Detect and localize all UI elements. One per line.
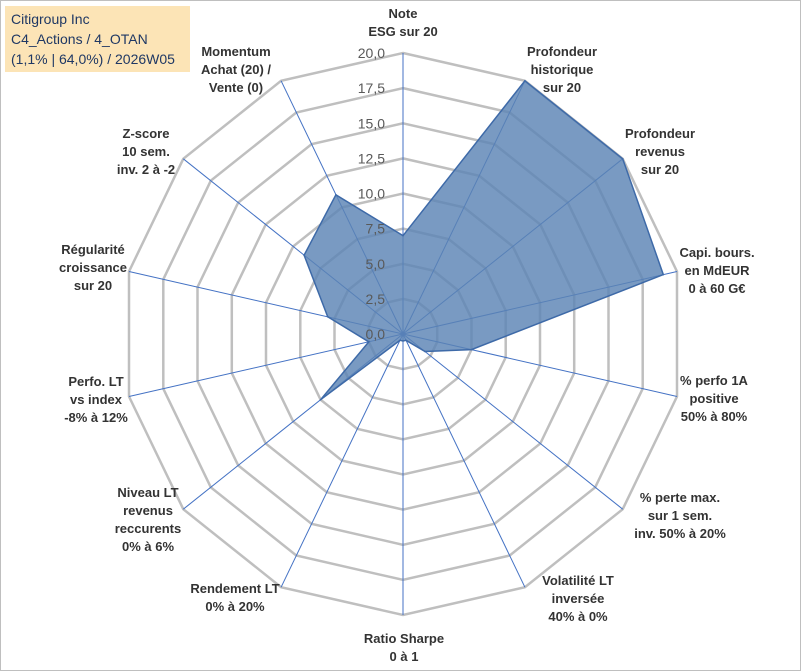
axis-label-7: Ratio Sharpe 0 à 1 [364, 631, 444, 664]
data-point-2 [621, 158, 624, 160]
tick-label-5: 12,5 [358, 150, 385, 166]
data-point-10 [368, 341, 370, 343]
data-point-9 [319, 398, 322, 401]
spoke-6 [402, 333, 526, 588]
tick-label-6: 15,0 [358, 115, 385, 131]
axis-label-9: Niveau LT revenus reccurents 0% à 6% [115, 485, 181, 554]
axis-label-10: Perfo. LT vs index -8% à 12% [64, 374, 128, 425]
axis-label-12: Z-score 10 sem. inv. 2 à -2 [117, 126, 175, 177]
title-line-company: Citigroup Inc [11, 11, 90, 27]
data-point-13 [335, 194, 337, 196]
axis-label-4: % perfo 1A positive 50% à 80% [680, 373, 749, 424]
axis-label-11: Régularité croissance sur 20 [59, 242, 127, 293]
data-point-5 [424, 350, 426, 353]
tick-label-8: 20,0 [358, 45, 385, 61]
spoke-10 [128, 333, 404, 397]
axis-label-5: % perte max. sur 1 sem. inv. 50% à 20% [634, 490, 726, 541]
tick-label-7: 17,5 [358, 80, 385, 96]
title-line-category: C4_Actions / 4_OTAN [11, 31, 148, 47]
data-point-0 [402, 234, 404, 237]
axis-label-0: Note ESG sur 20 [368, 6, 437, 39]
axis-label-13: Momentum Achat (20) / Vente (0) [201, 44, 271, 95]
axis-label-1: Profondeur historique sur 20 [527, 44, 597, 95]
tick-label-0: 0,0 [366, 326, 386, 342]
data-point-3 [662, 273, 665, 276]
tick-label-2: 5,0 [366, 256, 386, 272]
tick-label-1: 2,5 [366, 291, 386, 307]
chart-title-box: Citigroup Inc C4_Actions / 4_OTAN (1,1% … [5, 6, 190, 72]
title-line-stats: (1,1% | 64,0%) / 2026W05 [11, 51, 175, 67]
tick-label-3: 7,5 [366, 221, 386, 237]
axis-label-6: Volatilité LT inversée 40% à 0% [542, 573, 614, 624]
data-point-7 [402, 340, 404, 342]
tick-label-4: 10,0 [358, 186, 385, 202]
data-point-11 [326, 316, 329, 318]
spoke-8 [280, 333, 404, 588]
axis-label-2: Profondeur revenus sur 20 [625, 126, 695, 177]
spoke-5 [402, 333, 624, 510]
data-point-1 [524, 80, 526, 82]
data-point-6 [405, 339, 407, 342]
data-point-8 [399, 339, 401, 342]
data-point-12 [303, 254, 305, 256]
data-point-4 [470, 348, 473, 351]
axis-label-3: Capi. bours. en MdEUR 0 à 60 G€ [679, 245, 754, 296]
axis-label-8: Rendement LT 0% à 20% [190, 581, 279, 614]
